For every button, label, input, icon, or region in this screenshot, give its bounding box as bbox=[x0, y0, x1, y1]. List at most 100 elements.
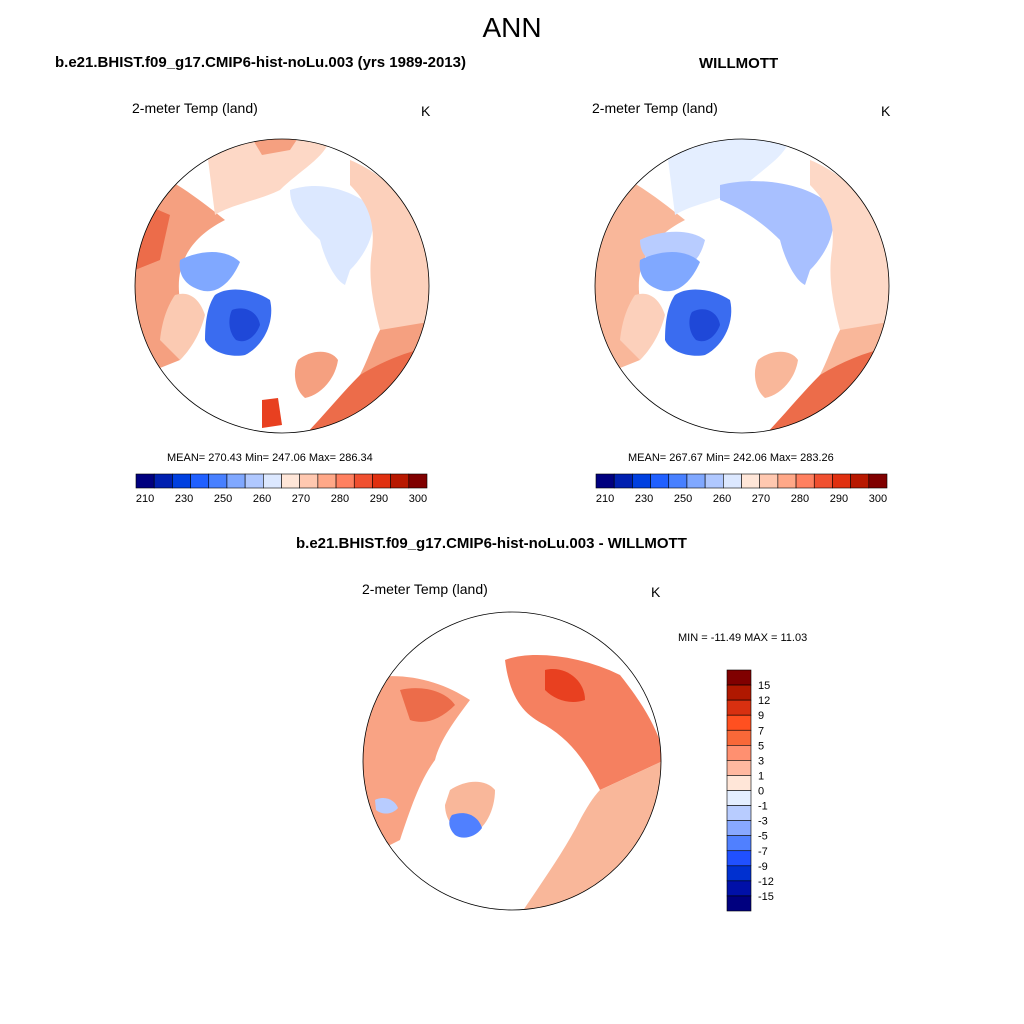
colorbar-swatch bbox=[726, 865, 752, 882]
colorbar-swatch bbox=[726, 850, 752, 867]
colorbar-tick-label: 3 bbox=[758, 755, 764, 767]
colorbar-swatch bbox=[726, 729, 752, 746]
colorbar-swatch bbox=[726, 895, 752, 912]
colorbar-tick-label: 300 bbox=[869, 493, 887, 505]
panel1-title: b.e21.BHIST.f09_g17.CMIP6-hist-noLu.003 … bbox=[55, 54, 466, 71]
colorbar-tick-label: 250 bbox=[214, 493, 232, 505]
panel2-stats: MEAN= 267.67 Min= 242.06 Max= 283.26 bbox=[628, 452, 834, 464]
colorbar-difference: 15 12 9 7 5 3 1 0 -1 -3 -5 -7 -9 -12 -15 bbox=[726, 669, 774, 912]
colorbar-swatch bbox=[726, 745, 752, 761]
panel2-variable: 2-meter Temp (land) bbox=[592, 100, 718, 116]
colorbar-swatch bbox=[281, 473, 300, 489]
colorbar-swatch bbox=[372, 473, 391, 489]
panel1-stats: MEAN= 270.43 Min= 247.06 Max= 286.34 bbox=[167, 452, 373, 464]
colorbar-swatch bbox=[726, 684, 752, 701]
colorbar-tick-label: 260 bbox=[253, 493, 271, 505]
colorbar-swatch bbox=[704, 473, 724, 489]
colorbar-tick-label: 270 bbox=[292, 493, 310, 505]
land-canada-arctic bbox=[179, 252, 240, 292]
colorbar-model: 210 230 250 260 270 280 290 300 bbox=[135, 473, 428, 505]
colorbar-swatch bbox=[726, 835, 752, 852]
colorbar-swatch bbox=[190, 473, 210, 489]
colorbar-swatch bbox=[726, 669, 752, 686]
colorbar-swatch bbox=[850, 473, 870, 489]
panel2-title: WILLMOTT bbox=[699, 55, 779, 72]
land-alaska bbox=[595, 160, 685, 380]
colorbar-tick-label: -1 bbox=[758, 801, 768, 813]
colorbar-swatch bbox=[317, 473, 337, 489]
colorbar-swatch bbox=[759, 473, 779, 489]
colorbar-tick-label: 280 bbox=[791, 493, 809, 505]
colorbar-tick-label: 210 bbox=[596, 493, 614, 505]
colorbar-swatch bbox=[613, 473, 633, 489]
land-siberia bbox=[290, 185, 374, 285]
colorbar-swatch bbox=[208, 473, 228, 489]
colorbar-willmott: 210 230 250 260 270 280 290 300 bbox=[595, 473, 888, 505]
colorbar-swatch bbox=[726, 820, 752, 836]
land-siberia-east bbox=[665, 139, 790, 215]
colorbar-swatch bbox=[726, 699, 752, 716]
colorbar-tick-label: 5 bbox=[758, 740, 764, 752]
land-canada-arctic bbox=[639, 252, 700, 292]
colorbar-tick-label: 7 bbox=[758, 725, 764, 737]
colorbar-tick-label: 280 bbox=[331, 493, 349, 505]
colorbar-swatch bbox=[813, 473, 833, 489]
panel1-units: K bbox=[421, 103, 431, 119]
panel1-variable: 2-meter Temp (land) bbox=[132, 100, 258, 116]
colorbar-tick-label: 210 bbox=[136, 493, 154, 505]
colorbar-tick-label: 12 bbox=[758, 695, 770, 707]
colorbar-tick-label: 270 bbox=[752, 493, 770, 505]
colorbar-swatch bbox=[726, 760, 752, 776]
colorbar-tick-label: 290 bbox=[830, 493, 848, 505]
colorbar-swatch bbox=[726, 805, 752, 821]
colorbar-tick-label: -12 bbox=[758, 876, 774, 888]
colorbar-tick-label: -15 bbox=[758, 891, 774, 903]
colorbar-swatch bbox=[353, 473, 373, 489]
colorbar-swatch bbox=[726, 880, 752, 897]
colorbar-swatch bbox=[226, 473, 246, 489]
colorbar-swatch bbox=[595, 473, 615, 489]
colorbar-swatch bbox=[299, 473, 319, 489]
colorbar-swatch bbox=[777, 473, 797, 489]
colorbar-swatch bbox=[632, 473, 651, 489]
colorbar-tick-label: 290 bbox=[370, 493, 388, 505]
colorbar-tick-label: 260 bbox=[713, 493, 731, 505]
colorbar-tick-label: 9 bbox=[758, 710, 764, 722]
colorbar-swatch bbox=[153, 473, 173, 489]
colorbar-swatch bbox=[726, 714, 752, 731]
colorbar-swatch bbox=[408, 473, 428, 489]
colorbar-swatch bbox=[335, 473, 355, 489]
panel3-units: K bbox=[651, 584, 661, 600]
colorbar-tick-label: -9 bbox=[758, 861, 768, 873]
colorbar-swatch bbox=[832, 473, 851, 489]
colorbar-tick-label: 250 bbox=[674, 493, 692, 505]
colorbar-swatch bbox=[390, 473, 410, 489]
colorbar-tick-label: -3 bbox=[758, 816, 768, 828]
colorbar-tick-label: 230 bbox=[175, 493, 193, 505]
colorbar-swatch bbox=[726, 775, 752, 791]
colorbar-tick-label: 300 bbox=[409, 493, 427, 505]
colorbar-tick-label: 230 bbox=[635, 493, 653, 505]
panel3-stats: MIN = -11.49 MAX = 11.03 bbox=[678, 632, 808, 644]
main-title: ANN bbox=[482, 12, 542, 43]
colorbar-tick-label: -7 bbox=[758, 846, 768, 858]
land-siberia bbox=[720, 181, 834, 285]
colorbar-swatch bbox=[723, 473, 742, 489]
colorbar-swatch bbox=[244, 473, 264, 489]
panel3-title: b.e21.BHIST.f09_g17.CMIP6-hist-noLu.003 … bbox=[296, 535, 687, 552]
panel2-units: K bbox=[881, 103, 891, 119]
colorbar-swatch bbox=[741, 473, 760, 489]
colorbar-swatch bbox=[135, 473, 155, 489]
panel3-variable: 2-meter Temp (land) bbox=[362, 581, 488, 597]
colorbar-swatch bbox=[668, 473, 688, 489]
colorbar-swatch bbox=[868, 473, 888, 489]
map-panel-willmott bbox=[594, 138, 890, 434]
map-panel-difference bbox=[362, 611, 662, 911]
colorbar-swatch bbox=[686, 473, 706, 489]
colorbar-swatch bbox=[263, 473, 282, 489]
colorbar-tick-label: 15 bbox=[758, 680, 770, 692]
colorbar-swatch bbox=[795, 473, 815, 489]
colorbar-swatch bbox=[650, 473, 670, 489]
colorbar-swatch bbox=[726, 790, 752, 806]
